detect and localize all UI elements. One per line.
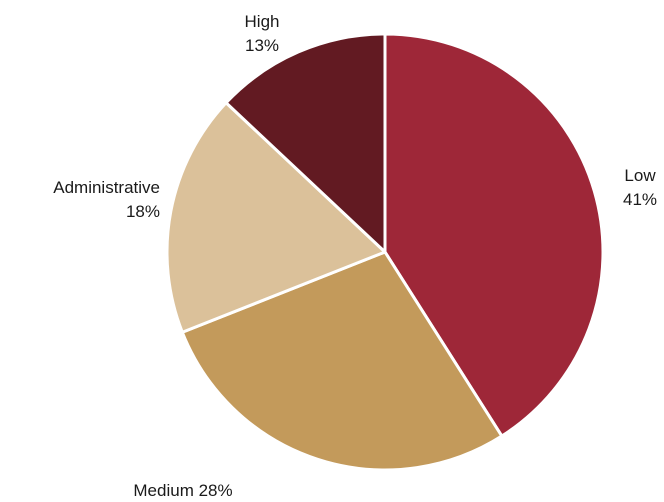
pie-labels: Low 41% Medium 28% Administrative 18% High 13% (53, 12, 657, 500)
slice-value-label: 18% (126, 202, 160, 221)
pie-slices (165, 32, 605, 472)
slice-value-label: 13% (245, 36, 279, 55)
slice-category-label: High (245, 12, 280, 31)
pie-slice-medium (180, 250, 504, 472)
pie-slice-administrative (165, 101, 387, 334)
slice-label-administrative: Administrative 18% (53, 178, 160, 221)
slice-value-label: 41% (623, 190, 657, 209)
pie-slice-high (224, 32, 387, 254)
slice-label-low: Low 41% (623, 166, 657, 209)
slice-category-label: Low (624, 166, 656, 185)
slice-category-label: Administrative (53, 178, 160, 197)
slice-label-medium: Medium 28% (133, 481, 232, 500)
slice-label-high: High 13% (245, 12, 280, 55)
